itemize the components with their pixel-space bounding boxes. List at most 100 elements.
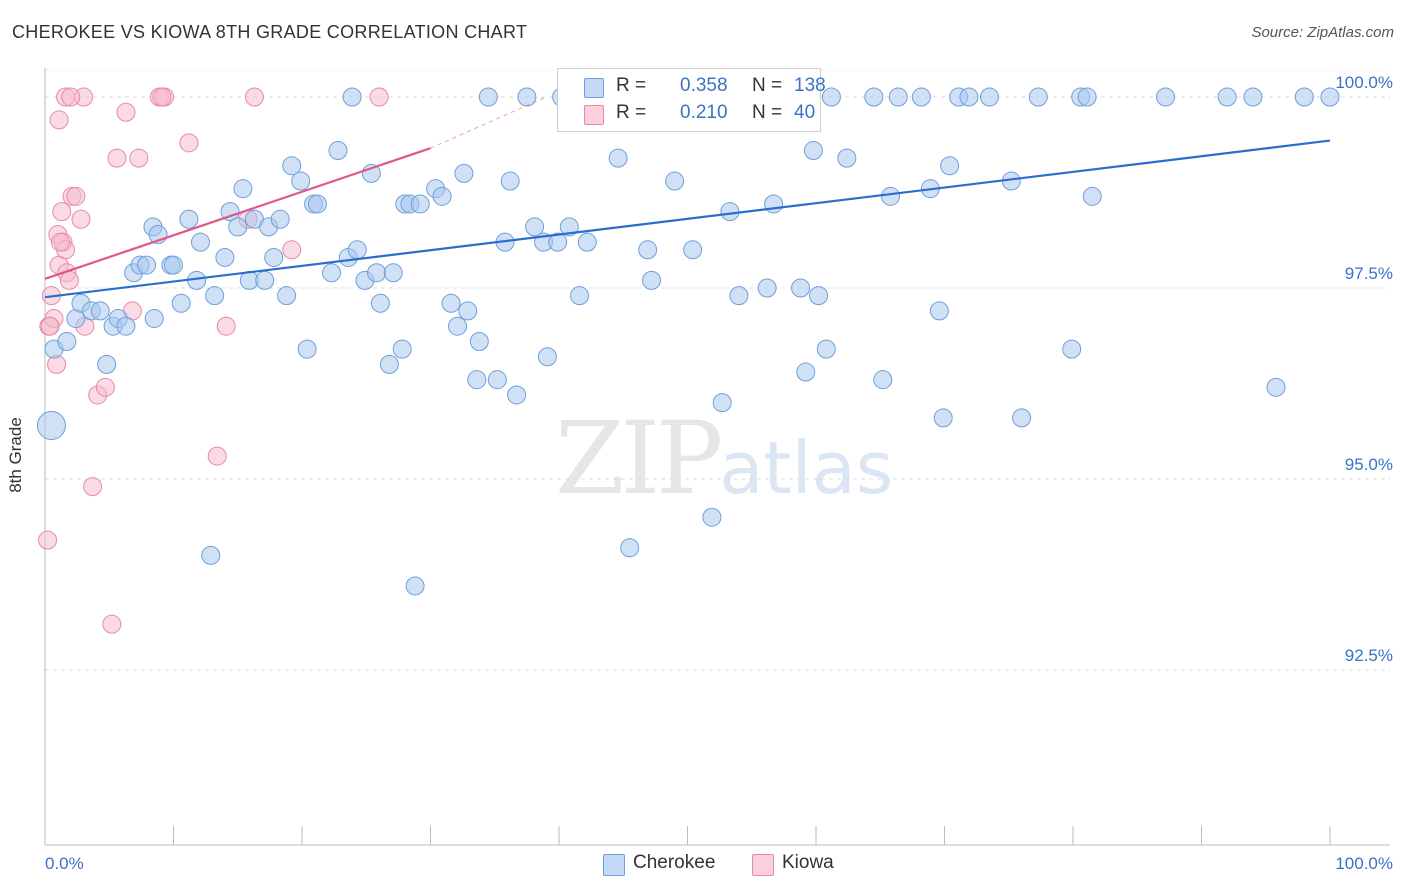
cherokee-point bbox=[215, 247, 235, 267]
cherokee-point bbox=[201, 545, 221, 565]
cherokee-point bbox=[620, 538, 640, 558]
axis-layer bbox=[44, 68, 1390, 846]
kiowa-point bbox=[107, 148, 127, 168]
cherokee-point bbox=[97, 354, 117, 374]
cherokee-point bbox=[1028, 87, 1048, 107]
cherokee-point bbox=[702, 507, 722, 527]
y-tick-label: 92.5% bbox=[1345, 646, 1393, 665]
cherokee-point bbox=[297, 339, 317, 359]
cherokee-point bbox=[1082, 186, 1102, 206]
cherokee-point bbox=[307, 194, 327, 214]
cherokee-point bbox=[370, 293, 390, 313]
cherokee-point bbox=[469, 331, 489, 351]
cherokee-point bbox=[322, 263, 342, 283]
cherokee-point bbox=[559, 217, 579, 237]
stats-legend: R = 0.358 N = 138 R = 0.210 N = 40 bbox=[557, 68, 826, 132]
cherokee-point bbox=[577, 232, 597, 252]
cherokee-point bbox=[383, 263, 403, 283]
cherokee-point bbox=[665, 171, 685, 191]
n-value: 138 bbox=[794, 75, 826, 96]
cherokee-point bbox=[255, 270, 275, 290]
cherokee-point bbox=[487, 370, 507, 390]
cherokee-point bbox=[881, 186, 901, 206]
cherokee-point bbox=[821, 87, 841, 107]
kiowa-point bbox=[282, 240, 302, 260]
kiowa-trend-line bbox=[44, 147, 431, 280]
kiowa-point bbox=[40, 316, 60, 336]
kiowa-point bbox=[49, 110, 69, 130]
kiowa-point bbox=[207, 446, 227, 466]
cherokee-point bbox=[367, 263, 387, 283]
cherokee-point bbox=[291, 171, 311, 191]
kiowa-point bbox=[61, 87, 81, 107]
cherokee-point bbox=[282, 156, 302, 176]
kiowa-point bbox=[52, 202, 72, 222]
cherokee-point bbox=[1243, 87, 1263, 107]
kiowa-legend-label: Kiowa bbox=[782, 852, 834, 873]
cherokee-point bbox=[447, 316, 467, 336]
cherokee-point bbox=[507, 385, 527, 405]
cherokee-point bbox=[1077, 87, 1097, 107]
r-label: R = bbox=[616, 102, 647, 123]
cherokee-point bbox=[764, 194, 784, 214]
cherokee-point bbox=[205, 286, 225, 306]
cherokee-point bbox=[809, 286, 829, 306]
cherokee-point bbox=[171, 293, 191, 313]
cherokee-point bbox=[791, 278, 811, 298]
cherokee-point bbox=[478, 87, 498, 107]
x-tick-label-min: 0.0% bbox=[45, 854, 84, 873]
kiowa-point bbox=[66, 186, 86, 206]
cherokee-swatch bbox=[584, 78, 604, 98]
cherokee-point bbox=[979, 87, 999, 107]
cherokee-point bbox=[264, 247, 284, 267]
cherokee-trend-line bbox=[44, 139, 1331, 299]
kiowa-point bbox=[95, 377, 115, 397]
n-label: N = bbox=[752, 102, 783, 123]
cherokee-point bbox=[144, 309, 164, 329]
cherokee-point bbox=[328, 140, 348, 160]
r-value: 0.210 bbox=[680, 102, 728, 123]
kiowa-point bbox=[38, 530, 58, 550]
points-layer bbox=[36, 87, 1340, 634]
cherokee-point bbox=[347, 240, 367, 260]
cherokee-point bbox=[548, 232, 568, 252]
cherokee-point bbox=[1012, 408, 1032, 428]
y-tick-label: 100.0% bbox=[1335, 73, 1393, 92]
cherokee-point bbox=[57, 331, 77, 351]
cherokee-point bbox=[1217, 87, 1237, 107]
cherokee-point bbox=[537, 347, 557, 367]
cherokee-point bbox=[405, 576, 425, 596]
cherokee-point bbox=[683, 240, 703, 260]
cherokee-point bbox=[933, 408, 953, 428]
cherokee-point bbox=[454, 163, 474, 183]
cherokee-point bbox=[1320, 87, 1340, 107]
cherokee-point bbox=[410, 194, 430, 214]
cherokee-point bbox=[432, 186, 452, 206]
cherokee-point bbox=[720, 202, 740, 222]
cherokee-point bbox=[570, 286, 590, 306]
grid-layer bbox=[45, 69, 1390, 671]
cherokee-point bbox=[500, 171, 520, 191]
cherokee-point bbox=[638, 240, 658, 260]
kiowa-point bbox=[129, 148, 149, 168]
cherokee-point bbox=[179, 209, 199, 229]
cherokee-point bbox=[379, 354, 399, 374]
cherokee-point bbox=[517, 87, 537, 107]
kiowa-point bbox=[116, 102, 136, 122]
n-value: 40 bbox=[794, 102, 816, 123]
watermark-zip: ZIP bbox=[555, 400, 723, 517]
cherokee-point bbox=[608, 148, 628, 168]
cherokee-point bbox=[90, 301, 110, 321]
cherokee-point bbox=[467, 370, 487, 390]
cherokee-point bbox=[190, 232, 210, 252]
cherokee-point bbox=[220, 202, 240, 222]
cherokee-point bbox=[228, 217, 248, 237]
cherokee-point bbox=[940, 156, 960, 176]
cherokee-legend-swatch bbox=[603, 854, 625, 876]
r-label: R = bbox=[616, 75, 647, 96]
r-value: 0.358 bbox=[680, 75, 728, 96]
cherokee-point bbox=[873, 370, 893, 390]
cherokee-point bbox=[342, 87, 362, 107]
cherokee-point bbox=[816, 339, 836, 359]
